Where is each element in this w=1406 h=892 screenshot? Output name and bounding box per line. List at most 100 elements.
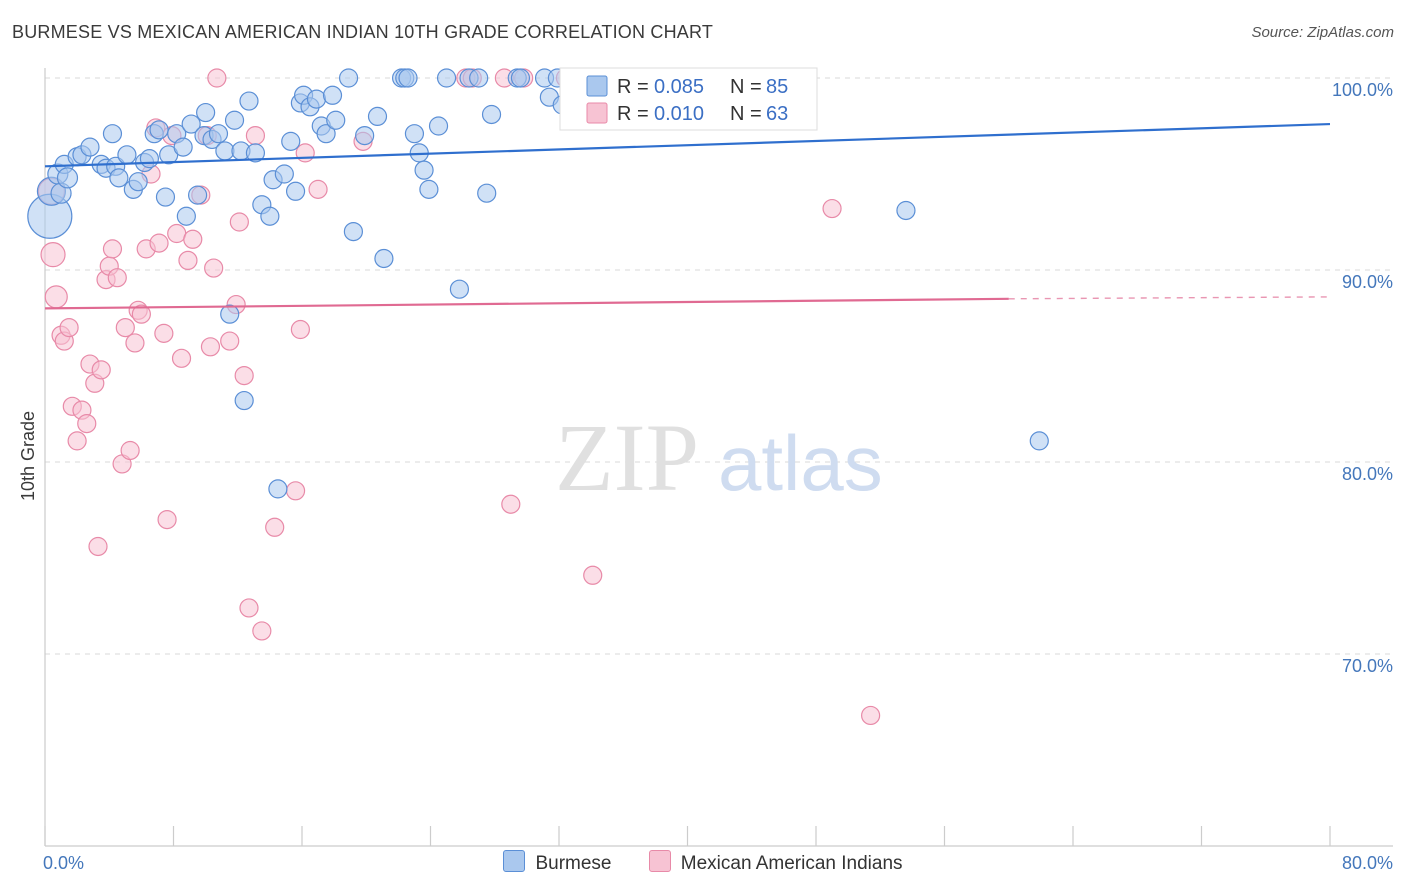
burmese-point-34 [224, 110, 245, 130]
x-tick-label-min: 0.0% [43, 853, 84, 873]
mexican-point-49 [290, 319, 310, 340]
burmese-point-55 [343, 222, 363, 242]
mexican-point-1 [40, 242, 66, 268]
series-burmese [27, 68, 1049, 499]
mexican-point-32 [171, 348, 192, 368]
burmese-point-82 [1029, 431, 1049, 451]
trend-lines [44, 122, 1331, 310]
bottom-legend-burmese: Burmese [503, 850, 611, 875]
mexican-point-34 [183, 229, 203, 249]
mexican-point-59 [583, 565, 603, 585]
burmese-point-62 [404, 124, 425, 144]
mexican-swatch [648, 850, 671, 872]
burmese-point-38 [245, 143, 266, 163]
bottom-legend: Burmese Mexican American Indians [0, 850, 1406, 880]
mexican-point-23 [131, 304, 151, 324]
mexican-point-20 [120, 440, 140, 461]
burmese-point-18 [139, 149, 160, 169]
mexican-point-29 [157, 509, 177, 530]
mexican-point-13 [91, 360, 111, 380]
mexican-point-38 [204, 258, 224, 278]
x-tick-label-max: 80.0% [1342, 853, 1393, 873]
burmese-point-16 [128, 172, 148, 192]
burmese-legend-label: Burmese [535, 853, 612, 874]
burmese-point-26 [181, 114, 201, 134]
burmese-point-61 [398, 68, 418, 88]
mexican-point-62 [861, 705, 881, 726]
burmese-point-67 [436, 68, 457, 88]
mexican-point-28 [154, 323, 174, 343]
mexican-point-47 [265, 517, 285, 537]
burmese-point-81 [896, 200, 916, 221]
mexican-point-12 [88, 536, 108, 557]
mexican-point-27 [149, 233, 169, 253]
legend-n-value-2: 63 [766, 103, 788, 125]
source-label: Source: ZipAtlas.com [1251, 24, 1394, 41]
legend-r-value-2: 0.010 [654, 103, 704, 125]
legend-swatch-blue [586, 75, 608, 97]
y-tick-label-80: 80.0% [1342, 464, 1393, 484]
burmese-point-52 [322, 85, 343, 105]
mexican-point-5 [59, 318, 79, 338]
burmese-point-8 [80, 137, 100, 157]
mexican-point-19 [115, 318, 135, 338]
watermark: ZIP atlas [555, 404, 883, 511]
burmese-point-68 [449, 279, 470, 299]
mexican-point-39 [207, 68, 227, 88]
burmese-point-25 [176, 206, 196, 226]
tick-labels: 70.0% 80.0% 90.0% 100.0% 0.0% 80.0% [43, 80, 1393, 873]
grid-lines [45, 77, 1392, 655]
burmese-point-64 [414, 160, 434, 180]
mexican-point-7 [67, 431, 87, 451]
legend-r-label-1: R = [617, 76, 649, 98]
burmese-point-14 [117, 145, 137, 165]
burmese-point-27 [187, 185, 208, 205]
burmese-point-20 [149, 120, 169, 140]
burmese-point-54 [338, 68, 359, 88]
burmese-point-44 [281, 131, 301, 151]
y-tick-label-90: 90.0% [1342, 272, 1393, 292]
burmese-point-71 [477, 183, 497, 203]
burmese-point-36 [234, 390, 254, 411]
mexican-point-40 [220, 331, 240, 351]
burmese-point-57 [367, 106, 388, 127]
mexican-point-43 [234, 366, 254, 386]
mexican-point-42 [229, 212, 249, 232]
burmese-point-31 [208, 124, 229, 144]
burmese-point-72 [481, 104, 502, 125]
mexican-point-21 [125, 333, 145, 353]
burmese-point-37 [239, 91, 259, 111]
mexican-point-2 [44, 285, 68, 309]
series-mexican-american-indians [37, 68, 881, 726]
legend-swatch-pink [586, 102, 608, 124]
chart-title: BURMESE VS MEXICAN AMERICAN INDIAN 10TH … [12, 22, 714, 42]
burmese-point-21 [155, 187, 176, 207]
bottom-legend-mexican-american-indians: Mexican American Indians [648, 850, 903, 875]
watermark-zip: ZIP [555, 404, 699, 511]
burmese-point-5 [56, 167, 79, 189]
mexican-legend-label: Mexican American Indians [680, 853, 903, 874]
burmese-point-58 [374, 248, 394, 269]
y-tick-label-100: 100.0% [1332, 80, 1393, 100]
legend-n-value-1: 85 [766, 76, 788, 98]
burmese-trend-line [44, 122, 1331, 168]
legend-r-value-1: 0.085 [654, 76, 704, 98]
burmese-point-32 [215, 141, 235, 161]
mexican-point-44 [239, 598, 259, 618]
mexican-point-61 [822, 198, 842, 219]
mexican-point-31 [167, 223, 187, 244]
legend-n-label-2: N = [730, 103, 762, 125]
legend-r-label-2: R = [617, 103, 649, 125]
mexican-point-16 [102, 239, 123, 259]
mexican-point-50 [295, 143, 315, 163]
burmese-point-24 [173, 137, 193, 157]
axes [44, 68, 1393, 847]
burmese-point-53 [326, 110, 346, 130]
burmese-point-66 [428, 116, 449, 136]
mexican-trend-line [44, 297, 1009, 310]
burmese-point-56 [355, 126, 375, 146]
burmese-point-45 [285, 181, 306, 201]
burmese-point-74 [510, 68, 531, 88]
burmese-point-33 [220, 304, 240, 324]
